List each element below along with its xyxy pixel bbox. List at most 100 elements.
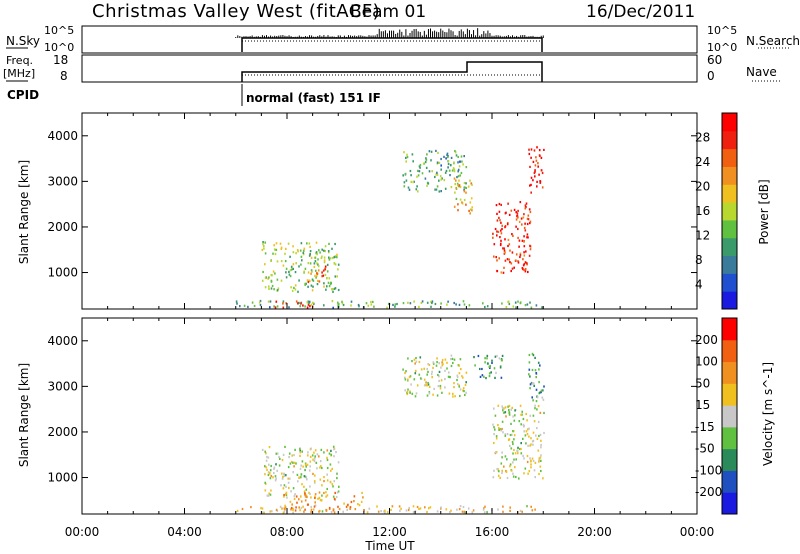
data-cell <box>417 190 419 193</box>
colorbar-frame <box>721 317 738 515</box>
data-cell <box>298 301 300 304</box>
data-cell <box>515 458 517 461</box>
data-cell <box>342 303 345 307</box>
data-cell <box>441 361 443 364</box>
data-cell <box>511 233 513 236</box>
data-cell <box>532 179 534 182</box>
x-tick-label: 16:00 <box>475 525 510 539</box>
data-cell <box>446 152 449 155</box>
data-cell <box>367 304 370 307</box>
data-cell <box>317 497 319 500</box>
data-cell <box>334 242 336 246</box>
data-cell <box>517 260 519 263</box>
data-cell <box>292 263 295 266</box>
data-cell <box>267 494 270 497</box>
data-cell <box>456 374 459 377</box>
data-cell <box>314 274 316 277</box>
data-cell <box>313 505 316 508</box>
data-cell <box>484 505 486 508</box>
data-cell <box>309 250 312 253</box>
data-cell <box>511 433 513 436</box>
data-cell <box>282 453 285 456</box>
data-cell <box>463 510 466 513</box>
data-cell <box>456 508 458 511</box>
data-cell <box>332 495 335 498</box>
data-cell <box>337 268 339 271</box>
data-cell <box>528 148 530 151</box>
data-cell <box>322 274 325 277</box>
data-cell <box>333 455 335 458</box>
freq-trace <box>241 61 543 82</box>
data-cell <box>436 394 439 397</box>
power-y-axis: 4000 3000 2000 1000 <box>47 113 698 309</box>
data-cell <box>504 251 506 254</box>
data-cell <box>357 503 359 506</box>
data-cell <box>330 469 332 472</box>
data-cell <box>446 153 448 156</box>
data-cell <box>435 173 437 176</box>
data-cell <box>333 448 335 451</box>
data-cell <box>333 262 336 265</box>
data-cell <box>524 261 527 264</box>
data-cell <box>300 464 302 467</box>
data-cell <box>311 278 314 281</box>
data-cell <box>436 510 439 513</box>
colorbar-tick-label: 20 <box>695 180 710 194</box>
data-cell <box>333 511 336 514</box>
power-data-layer <box>235 146 545 309</box>
data-cell <box>501 302 503 305</box>
data-cell <box>505 306 508 309</box>
data-cell <box>316 274 318 277</box>
data-cell <box>535 400 538 403</box>
cpid-label: CPID <box>7 88 39 102</box>
data-cell <box>441 359 444 362</box>
data-cell <box>523 213 525 216</box>
data-cell <box>492 476 495 479</box>
data-cell <box>272 270 275 273</box>
data-cell <box>265 459 268 462</box>
data-cell <box>543 411 545 415</box>
data-cell <box>295 495 298 498</box>
data-cell <box>458 385 461 388</box>
data-cell <box>363 509 365 512</box>
data-cell <box>368 507 371 510</box>
data-cell <box>383 510 385 513</box>
data-cell <box>424 177 427 180</box>
data-cell <box>324 250 326 253</box>
data-cell <box>523 245 526 248</box>
data-cell <box>310 303 313 306</box>
data-cell <box>317 279 319 282</box>
freq-panel <box>81 54 698 83</box>
data-cell <box>474 364 476 367</box>
data-cell <box>509 509 511 512</box>
data-cell <box>296 501 298 504</box>
data-cell <box>497 474 500 477</box>
data-cell <box>280 260 283 263</box>
data-cell <box>447 166 449 169</box>
data-cell <box>365 302 368 305</box>
y-tick-label: 3000 <box>47 174 78 188</box>
data-cell <box>285 474 287 477</box>
data-cell <box>410 383 412 386</box>
data-cell <box>456 383 459 386</box>
data-cell <box>265 452 267 455</box>
data-cell <box>261 248 264 252</box>
data-cell <box>316 283 319 286</box>
data-cell <box>444 358 447 361</box>
colorbar-tick-label: 100 <box>695 355 718 369</box>
data-cell <box>509 506 511 509</box>
data-cell <box>270 279 273 282</box>
data-cell <box>522 417 525 421</box>
data-cell <box>284 252 286 255</box>
data-cell <box>264 241 266 244</box>
data-cell <box>503 249 506 252</box>
data-cell <box>334 491 336 495</box>
data-cell <box>536 185 538 188</box>
data-cell <box>492 236 494 239</box>
data-cell <box>491 359 493 362</box>
data-cell <box>540 454 542 457</box>
data-cell <box>517 452 519 455</box>
data-cell <box>299 509 301 512</box>
data-cell <box>524 222 526 225</box>
data-cell <box>289 477 291 480</box>
